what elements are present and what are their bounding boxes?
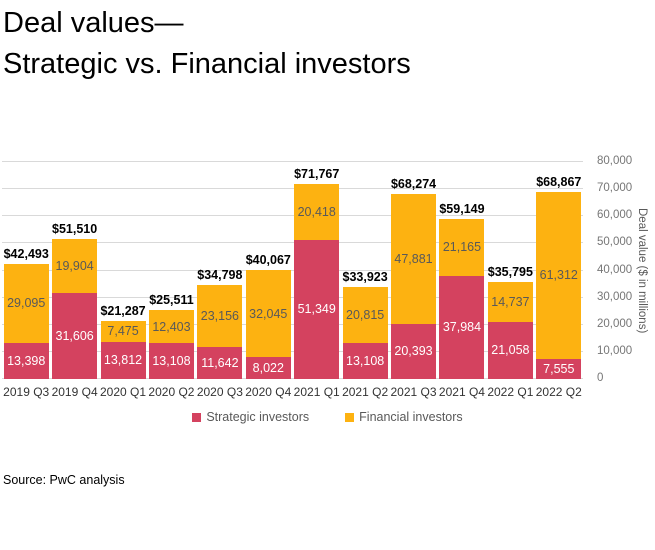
- y-axis-title: Deal value ($ in millions): [633, 162, 651, 379]
- strategic-segment: 13,108: [342, 343, 388, 379]
- gridline: [2, 378, 583, 379]
- x-axis-label: 2021 Q3: [390, 385, 437, 399]
- x-axis-label: 2019 Q3: [3, 385, 50, 399]
- strategic-segment: 13,398: [3, 342, 49, 379]
- total-value-label: $33,923: [342, 269, 388, 284]
- bar-2021-q1: $71,767 20,418 51,349: [294, 167, 340, 379]
- x-axis-label: 2021 Q4: [438, 385, 485, 399]
- bar-2020-q3: $34,798 23,156 11,642: [197, 268, 243, 379]
- total-value-label: $40,067: [245, 253, 291, 268]
- financial-segment: 7,475: [100, 321, 146, 342]
- y-axis-tick-label: 70,000: [597, 182, 633, 195]
- y-axis-tick-label: 10,000: [597, 344, 633, 357]
- legend: Strategic investors Financial investors: [0, 410, 655, 424]
- total-value-label: $21,287: [100, 304, 146, 319]
- x-axis-label: 2022 Q1: [487, 385, 534, 399]
- strategic-segment: 51,349: [294, 239, 340, 379]
- y-axis-tick-label: 80,000: [597, 155, 633, 167]
- y-axis-tick-label: 20,000: [597, 317, 633, 330]
- y-axis-tick-label: 50,000: [597, 236, 633, 249]
- financial-segment: 20,815: [342, 286, 388, 344]
- financial-segment: 47,881: [391, 193, 437, 324]
- bar-2022-q2: $68,867 61,312 7,555: [536, 175, 582, 379]
- strategic-segment: 7,555: [536, 358, 582, 379]
- y-axis-tick-label: 0: [597, 372, 604, 384]
- bars-layer: $42,493 29,095 13,398 $51,510 19,904 31,606 $2…: [2, 162, 583, 379]
- total-value-label: $68,867: [536, 175, 582, 190]
- y-axis-tick-label: 60,000: [597, 209, 633, 222]
- financial-segment: 21,165: [439, 218, 485, 276]
- y-axis-tick-label: 40,000: [597, 263, 633, 276]
- x-axis-label: 2019 Q4: [51, 385, 98, 399]
- bar-2021-q4: $59,149 21,165 37,984: [439, 202, 485, 379]
- chart-title: Deal values— Strategic vs. Financial inv…: [3, 3, 411, 85]
- strategic-segment: 37,984: [439, 275, 485, 379]
- chart-title-line2: Strategic vs. Financial investors: [3, 48, 411, 80]
- x-axis-label: 2020 Q1: [100, 385, 147, 399]
- financial-segment: 61,312: [536, 192, 582, 359]
- gridline: [2, 350, 583, 352]
- financial-segment: 23,156: [197, 284, 243, 348]
- source-note: Source: PwC analysis: [3, 473, 125, 487]
- legend-item-strategic: Strategic investors: [192, 410, 309, 424]
- strategic-segment: 13,108: [148, 343, 194, 379]
- y-axis-tick-label: 30,000: [597, 290, 633, 303]
- strategic-swatch-icon: [192, 412, 202, 422]
- financial-swatch-icon: [345, 412, 355, 422]
- bar-2021-q3: $68,274 47,881 20,393: [391, 177, 437, 379]
- x-axis-label: 2021 Q1: [293, 385, 340, 399]
- gridline: [2, 161, 583, 162]
- bar-2020-q4: $40,067 32,045 8,022: [245, 253, 291, 379]
- financial-segment: 32,045: [245, 270, 291, 358]
- strategic-segment: 13,812: [100, 341, 146, 379]
- total-value-label: $68,274: [390, 176, 437, 191]
- financial-segment: 19,904: [52, 239, 98, 294]
- total-value-label: $25,511: [149, 292, 194, 307]
- plot-area: $42,493 29,095 13,398 $51,510 19,904 31,606 $2…: [2, 161, 583, 379]
- legend-label-strategic: Strategic investors: [206, 410, 310, 424]
- gridline: [2, 242, 583, 244]
- strategic-segment: 11,642: [197, 347, 243, 379]
- total-value-label: $42,493: [3, 246, 49, 261]
- strategic-segment: 21,058: [487, 321, 533, 379]
- x-axis-label: 2020 Q3: [196, 385, 243, 399]
- gridline: [2, 269, 583, 271]
- bar-2019-q4: $51,510 19,904 31,606: [52, 222, 98, 379]
- financial-segment: 29,095: [3, 263, 49, 343]
- gridline: [2, 188, 583, 190]
- bar-2020-q1: $21,287 7,475 13,812: [100, 304, 146, 379]
- financial-segment: 20,418: [294, 184, 340, 240]
- legend-label-financial: Financial investors: [359, 410, 463, 424]
- gridline: [2, 215, 583, 217]
- gridlines-layer: [2, 161, 583, 379]
- total-value-label: $71,767: [294, 167, 340, 182]
- x-axis-label: 2020 Q4: [245, 385, 292, 399]
- financial-segment: 12,403: [148, 309, 194, 344]
- total-value-label: $34,798: [197, 267, 243, 282]
- bar-2022-q1: $35,795 14,737 21,058: [487, 265, 533, 379]
- bar-2021-q2: $33,923 20,815 13,108: [342, 270, 388, 379]
- financial-segment: 14,737: [487, 281, 533, 322]
- total-value-label: $51,510: [52, 222, 98, 237]
- bar-2020-q2: $25,511 12,403 13,108: [148, 293, 194, 379]
- x-axis-label: 2022 Q2: [535, 385, 582, 399]
- chart-title-line1: Deal values—: [3, 7, 184, 39]
- total-value-label: $59,149: [439, 201, 485, 216]
- x-axis-label: 2020 Q2: [148, 385, 195, 399]
- strategic-segment: 31,606: [52, 293, 98, 379]
- strategic-segment: 8,022: [245, 357, 291, 379]
- gridline: [2, 323, 583, 325]
- gridline: [2, 296, 583, 298]
- legend-item-financial: Financial investors: [345, 410, 463, 424]
- bar-2019-q3: $42,493 29,095 13,398: [3, 247, 49, 379]
- total-value-label: $35,795: [487, 264, 533, 279]
- x-axis-label: 2021 Q2: [342, 385, 389, 399]
- strategic-segment: 20,393: [391, 323, 437, 379]
- y-axis-title-text: Deal value ($ in millions): [636, 207, 648, 334]
